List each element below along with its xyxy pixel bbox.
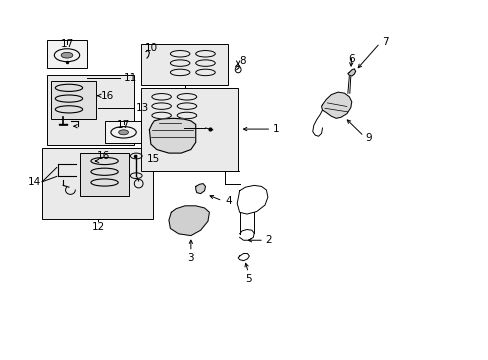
Text: 17: 17	[117, 120, 130, 130]
Polygon shape	[195, 184, 205, 194]
Bar	[51, 81, 96, 120]
Text: 14: 14	[27, 177, 41, 187]
Polygon shape	[347, 69, 355, 76]
Bar	[47, 40, 87, 68]
Ellipse shape	[119, 130, 128, 135]
Text: 15: 15	[147, 154, 160, 164]
Polygon shape	[168, 206, 209, 235]
Bar	[141, 44, 227, 85]
Text: 10: 10	[144, 43, 157, 53]
Text: 7: 7	[381, 37, 388, 47]
Text: 1: 1	[272, 124, 279, 134]
Text: 6: 6	[348, 54, 354, 64]
Text: 2: 2	[265, 235, 271, 245]
Text: 16: 16	[101, 91, 114, 101]
Text: 8: 8	[239, 56, 246, 66]
Bar	[104, 121, 141, 143]
Text: 5: 5	[244, 274, 251, 284]
Text: 17: 17	[60, 40, 74, 49]
Polygon shape	[321, 92, 351, 118]
Polygon shape	[149, 118, 195, 153]
Bar	[141, 88, 237, 171]
Text: 16: 16	[97, 150, 110, 161]
Bar	[42, 148, 153, 220]
Text: 9: 9	[365, 133, 371, 143]
Text: 4: 4	[224, 196, 231, 206]
Text: 11: 11	[123, 73, 137, 83]
Text: 3: 3	[187, 253, 194, 263]
Bar	[47, 75, 134, 145]
Ellipse shape	[61, 52, 73, 58]
Text: 12: 12	[91, 222, 104, 232]
Text: 13: 13	[136, 103, 149, 113]
Bar	[80, 153, 129, 196]
